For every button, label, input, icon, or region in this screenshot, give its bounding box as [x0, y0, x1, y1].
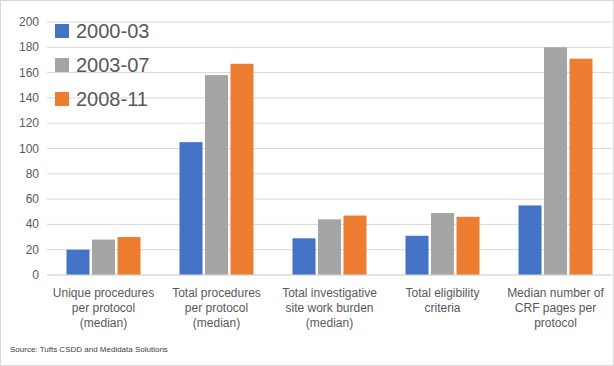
- y-tick-label: 20: [26, 243, 40, 257]
- source-note: Source: Tufts CSDD and Medidata Solution…: [10, 345, 168, 354]
- y-tick-label: 200: [19, 15, 39, 29]
- bars: [67, 47, 593, 275]
- x-tick-label: Total eligibilitycriteria: [405, 286, 479, 315]
- legend-label: 2000-03: [76, 20, 149, 42]
- y-tick-label: 80: [26, 167, 40, 181]
- bar: [118, 237, 141, 275]
- y-tick-label: 100: [19, 142, 39, 156]
- chart: 0 20 40 60 80 100 120 140 160 180 200 Unique proced…: [0, 0, 614, 366]
- y-tick-label: 160: [19, 66, 39, 80]
- grid-line: [47, 199, 612, 200]
- x-tick-label: Total investigativesite work burden(medi…: [282, 286, 377, 330]
- bar: [67, 250, 90, 275]
- bar: [92, 240, 115, 275]
- legend-label: 2008-11: [76, 88, 148, 110]
- grid-line: [47, 275, 612, 276]
- chart-border: [1, 1, 614, 366]
- bar: [180, 142, 203, 275]
- y-tick-label: 40: [26, 217, 40, 231]
- bar: [457, 217, 480, 275]
- bar: [406, 236, 429, 275]
- bar: [570, 59, 593, 275]
- bar: [318, 219, 341, 275]
- legend-swatch: [55, 24, 69, 38]
- x-axis-line: [47, 275, 612, 276]
- x-tick-label: Unique proceduresper protocol(median): [53, 286, 154, 330]
- grid: [47, 22, 612, 275]
- legend: 2000-03 2003-07 2008-11: [55, 20, 149, 110]
- bar: [205, 75, 228, 275]
- grid-line: [47, 47, 612, 48]
- legend-label: 2003-07: [76, 54, 149, 76]
- y-tick-label: 180: [19, 40, 39, 54]
- legend-swatch: [55, 92, 69, 106]
- bar: [344, 216, 367, 275]
- y-tick-label: 120: [19, 116, 39, 130]
- y-tick-label: 60: [26, 192, 40, 206]
- bar: [293, 238, 316, 275]
- y-tick-label: 140: [19, 91, 39, 105]
- grid-line: [47, 123, 612, 124]
- grid-line: [47, 148, 612, 149]
- x-tick-label: Median number ofCRF pages perprotocol: [507, 286, 604, 330]
- legend-swatch: [55, 58, 69, 72]
- bar: [231, 64, 254, 275]
- grid-line: [47, 173, 612, 174]
- bar: [519, 205, 542, 275]
- bar: [544, 47, 567, 275]
- y-tick-label: 0: [32, 268, 39, 282]
- x-tick-label: Total proceduresper protocol(median): [172, 286, 261, 330]
- bar: [431, 213, 454, 275]
